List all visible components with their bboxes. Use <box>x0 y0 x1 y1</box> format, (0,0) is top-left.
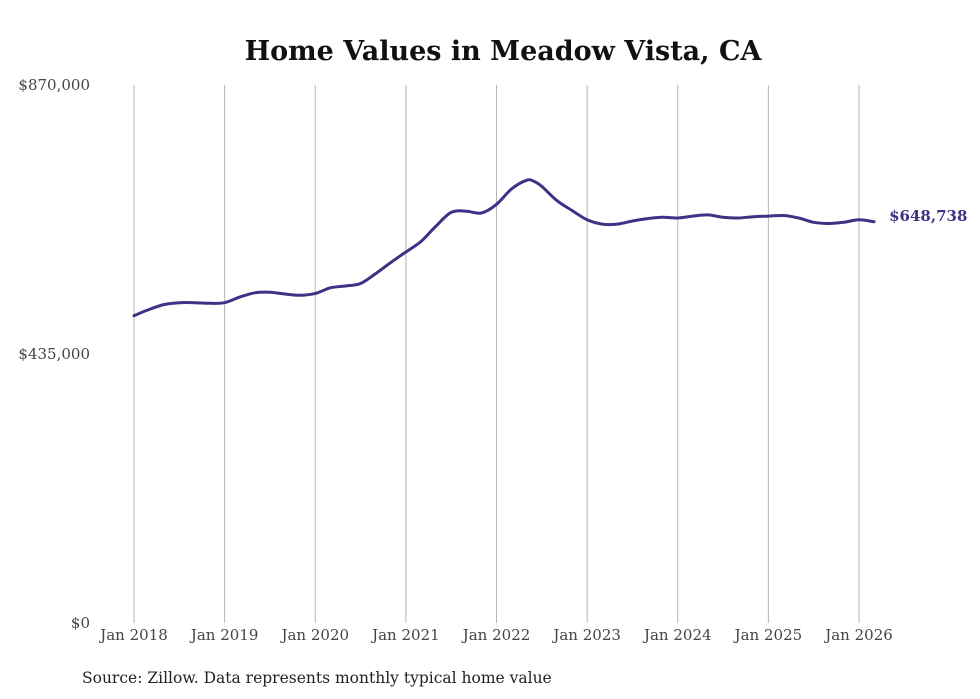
y-tick-label: $870,000 <box>18 76 90 94</box>
x-tick-label: Jan 2021 <box>370 626 440 644</box>
x-tick-label: Jan 2020 <box>279 626 349 644</box>
x-tick-label: Jan 2022 <box>461 626 531 644</box>
x-axis-ticks: Jan 2018 Jan 2019 Jan 2020 Jan 2021 Jan 2022… <box>98 626 893 644</box>
y-axis-ticks: $0 $435,000 $870,000 <box>18 76 90 632</box>
x-tick-label: Jan 2026 <box>823 626 893 644</box>
y-tick-label: $0 <box>71 614 90 632</box>
series-line-home-value <box>132 178 876 318</box>
end-value-label: $648,738 <box>889 207 967 225</box>
x-tick-label: Jan 2025 <box>733 626 803 644</box>
x-tick-label: Jan 2018 <box>98 626 168 644</box>
y-tick-label: $435,000 <box>18 345 90 363</box>
series-layer <box>132 178 876 318</box>
source-note: Source: Zillow. Data represents monthly … <box>82 669 552 687</box>
x-tick-label: Jan 2023 <box>551 626 621 644</box>
chart-title: Home Values in Meadow Vista, CA <box>245 36 763 67</box>
x-tick-label: Jan 2019 <box>189 626 259 644</box>
gridlines <box>133 85 860 623</box>
x-tick-label: Jan 2024 <box>642 626 712 644</box>
